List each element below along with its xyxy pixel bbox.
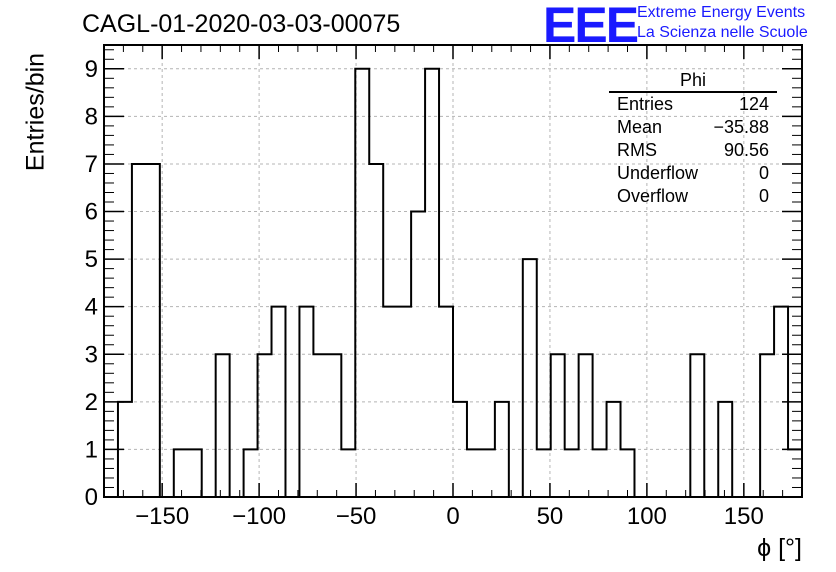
x-tick-label: −50 xyxy=(336,503,377,530)
axis-ticks xyxy=(103,45,803,498)
x-tick-label: −100 xyxy=(232,503,286,530)
stats-row-underflow: Underflow 0 xyxy=(609,162,777,185)
chart-title: CAGL-01-2020-03-03-00075 xyxy=(82,10,401,38)
y-tick-label: 8 xyxy=(85,103,98,130)
stats-title: Phi xyxy=(609,70,777,93)
stats-value: 0 xyxy=(758,186,769,206)
x-tick-label: 0 xyxy=(446,503,459,530)
histogram-series xyxy=(104,67,803,498)
y-axis-label: Entries/bin xyxy=(21,52,50,172)
logo-line-2: La Scienza nelle Scuole xyxy=(637,24,808,41)
stats-box: Phi Entries 124 Mean −35.88 RMS 90.56 Un… xyxy=(609,70,777,208)
stats-label: Mean xyxy=(617,117,663,137)
y-tick-label: 3 xyxy=(85,341,98,368)
logo-line-1: Extreme Energy Events xyxy=(637,4,806,21)
stats-value: 124 xyxy=(738,94,769,114)
stats-row-rms: RMS 90.56 xyxy=(609,139,777,162)
stats-value: 0 xyxy=(758,163,769,183)
y-tick-label: 7 xyxy=(85,151,98,178)
stats-row-mean: Mean −35.88 xyxy=(609,116,777,139)
y-tick-label: 6 xyxy=(85,199,98,226)
x-tick-label: 150 xyxy=(724,503,764,530)
y-tick-label: 5 xyxy=(85,246,98,273)
y-tick-label: 1 xyxy=(85,436,98,463)
axis-tick-labels: −150 −100 −50 0 50 100 150 0 1 2 3 4 5 6 7 8 9 xyxy=(85,56,764,530)
stats-label: Overflow xyxy=(617,186,689,206)
y-tick-label: 9 xyxy=(85,56,98,83)
y-tick-label: 2 xyxy=(85,389,98,416)
y-tick-label: 0 xyxy=(85,484,98,511)
stats-label: Underflow xyxy=(617,163,699,183)
x-tick-label: −150 xyxy=(135,503,189,530)
stats-label: Entries xyxy=(617,94,674,114)
x-axis-label: ϕ [°] xyxy=(757,534,802,562)
y-tick-label: 4 xyxy=(85,294,98,321)
stats-row-entries: Entries 124 xyxy=(609,93,777,116)
stats-value: −35.88 xyxy=(713,117,769,137)
stats-value: 90.56 xyxy=(723,140,769,160)
eee-logo: EEE xyxy=(543,0,639,53)
stats-label: RMS xyxy=(617,140,657,160)
stats-row-overflow: Overflow 0 xyxy=(609,185,777,208)
x-tick-label: 50 xyxy=(537,503,564,530)
x-tick-label: 100 xyxy=(627,503,667,530)
